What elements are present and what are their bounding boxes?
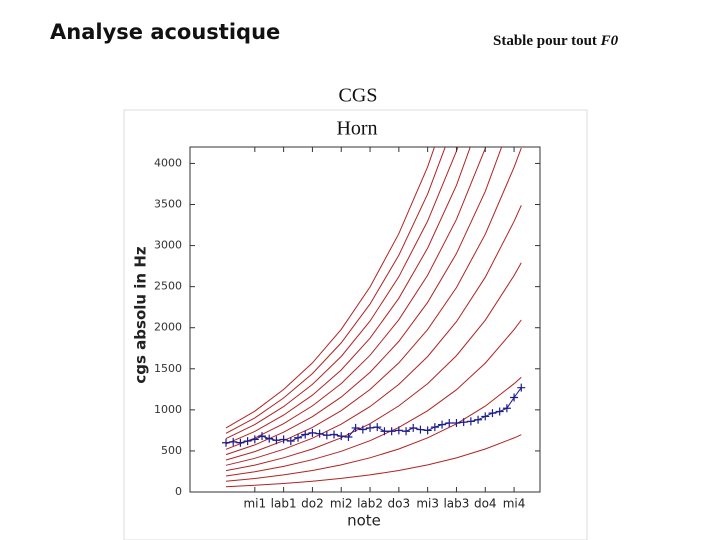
plot-frame <box>189 146 541 493</box>
point-marker <box>286 437 295 446</box>
point-marker <box>344 432 353 441</box>
point-marker <box>279 435 288 444</box>
series-line <box>225 147 471 445</box>
point-marker <box>510 393 519 402</box>
y-tick-label: 3500 <box>154 198 182 211</box>
series-line <box>225 147 487 450</box>
point-marker <box>481 412 490 421</box>
point-marker <box>308 428 317 437</box>
point-marker <box>294 433 303 442</box>
x-tick-label: mi2 <box>330 497 353 511</box>
point-marker <box>301 430 310 439</box>
slide-heading: Analyse acoustique <box>50 20 280 44</box>
point-marker <box>322 431 331 440</box>
series-line <box>225 147 522 461</box>
y-tick-label: 4000 <box>154 156 182 169</box>
point-marker <box>445 419 454 427</box>
x-tick-label: do3 <box>388 497 411 511</box>
series-line <box>225 205 522 466</box>
point-marker <box>474 415 483 424</box>
y-axis-label: cgs absolu in Hz <box>132 246 150 384</box>
point-marker <box>366 423 375 432</box>
point-marker <box>229 437 238 446</box>
series-line <box>225 147 503 456</box>
x-tick-label: do4 <box>474 497 497 511</box>
point-marker <box>265 434 274 443</box>
chart-panel <box>123 109 588 540</box>
x-tick-label: lab1 <box>271 497 297 511</box>
point-marker <box>488 409 497 418</box>
x-tick-label: do2 <box>301 497 324 511</box>
y-tick-label: 1500 <box>154 362 182 375</box>
point-marker <box>272 436 281 445</box>
point-marker <box>452 419 461 427</box>
point-marker <box>517 383 526 392</box>
y-tick-label: 500 <box>161 444 182 457</box>
point-marker <box>466 417 475 426</box>
series-line <box>225 147 446 434</box>
point-marker <box>222 438 231 447</box>
point-marker <box>423 426 432 435</box>
y-tick-label: 3000 <box>154 239 182 252</box>
y-tick-label: 2000 <box>154 321 182 334</box>
point-marker <box>258 432 267 441</box>
chart-subtitle: Horn <box>336 118 377 140</box>
point-marker <box>243 437 252 446</box>
plot-area <box>222 147 526 488</box>
slide-note: Stable pour tout F0 <box>493 33 619 49</box>
point-marker <box>351 423 360 432</box>
series-line <box>225 262 522 472</box>
series-line <box>225 147 459 440</box>
x-tick-label: mi3 <box>416 497 439 511</box>
note-symbol: F0 <box>600 33 619 49</box>
point-marker <box>430 423 439 432</box>
point-marker <box>394 426 403 435</box>
series-line <box>225 376 522 482</box>
point-marker <box>250 435 259 444</box>
point-marker <box>358 425 367 434</box>
point-marker <box>416 425 425 434</box>
point-marker <box>409 423 418 432</box>
point-marker <box>502 404 511 413</box>
y-tick-label: 2500 <box>154 280 182 293</box>
x-tick-label: mi1 <box>243 497 266 511</box>
point-marker <box>330 430 339 439</box>
x-tick-label: lab3 <box>443 497 469 511</box>
x-tick-label: mi4 <box>503 497 526 511</box>
chart-title: CGS <box>339 85 378 107</box>
point-marker <box>373 423 382 432</box>
note-text: Stable pour tout <box>493 33 597 49</box>
x-axis-label: note <box>347 512 381 530</box>
point-marker <box>495 407 504 416</box>
y-tick-label: 1000 <box>154 403 182 416</box>
point-marker <box>402 427 411 436</box>
series-line <box>225 434 522 488</box>
point-marker <box>337 432 346 441</box>
point-marker <box>438 420 447 429</box>
series-line <box>225 147 435 429</box>
point-marker <box>315 429 324 438</box>
point-marker <box>380 427 389 436</box>
point-marker <box>459 418 468 427</box>
y-tick-label: 0 <box>175 485 182 498</box>
point-marker <box>387 427 396 436</box>
point-marker <box>236 438 245 447</box>
x-tick-label: lab2 <box>357 497 383 511</box>
